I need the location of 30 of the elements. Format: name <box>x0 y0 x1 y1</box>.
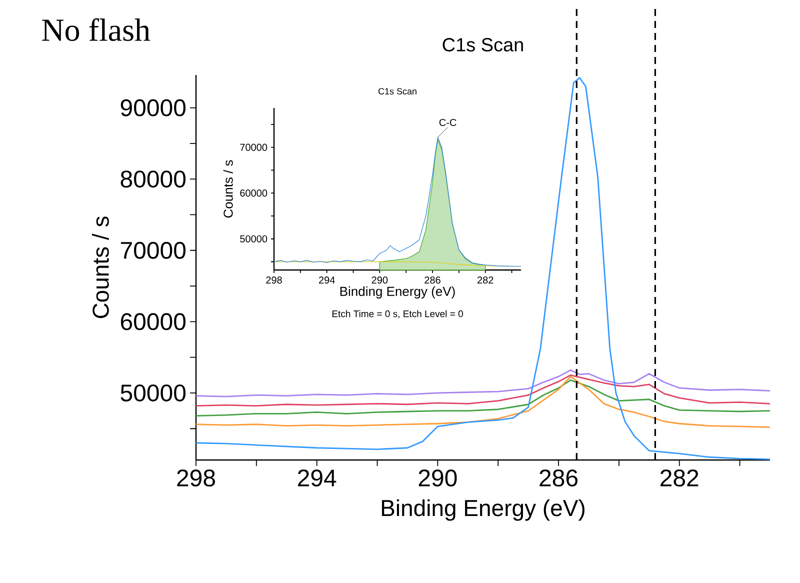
line-series <box>274 136 522 267</box>
annotation: C-C <box>439 118 456 126</box>
y-tick-label: 70000 <box>240 144 268 151</box>
x-tick-label: 290 <box>372 276 388 284</box>
line-series <box>195 374 771 406</box>
chart-title: C1s Scan <box>378 88 416 94</box>
x-tick-label: 290 <box>418 470 457 486</box>
x-tick-label: 294 <box>298 470 336 486</box>
x-tick-label: 282 <box>660 470 698 486</box>
x-tick-label: 286 <box>540 470 578 486</box>
x-axis-title: Binding Energy (eV) <box>340 286 455 299</box>
x-tick-label: 298 <box>177 470 215 486</box>
text: No flash <box>42 18 150 42</box>
x-tick-label: 286 <box>424 276 440 284</box>
y-tick-label: 60000 <box>240 190 268 197</box>
y-tick-label: 70000 <box>120 242 186 259</box>
y-tick-label: 50000 <box>240 235 268 242</box>
chart-title: C1s Scan <box>442 38 523 52</box>
line-series <box>195 369 771 398</box>
y-axis-title: Counts / s <box>92 216 109 318</box>
y-tick-label: 90000 <box>120 99 186 116</box>
y-axis-title: Counts / s <box>223 160 233 218</box>
annotation: Etch Time = 0 s, Etch Level = 0 <box>332 310 463 318</box>
x-tick-label: 294 <box>319 276 335 284</box>
y-tick-label: 80000 <box>120 170 186 188</box>
x-tick-label: 298 <box>266 276 282 284</box>
x-tick-label: 282 <box>478 276 494 284</box>
x-axis-title: Binding Energy (eV) <box>382 499 584 521</box>
y-tick-label: 50000 <box>120 384 186 402</box>
y-tick-label: 60000 <box>120 313 186 330</box>
